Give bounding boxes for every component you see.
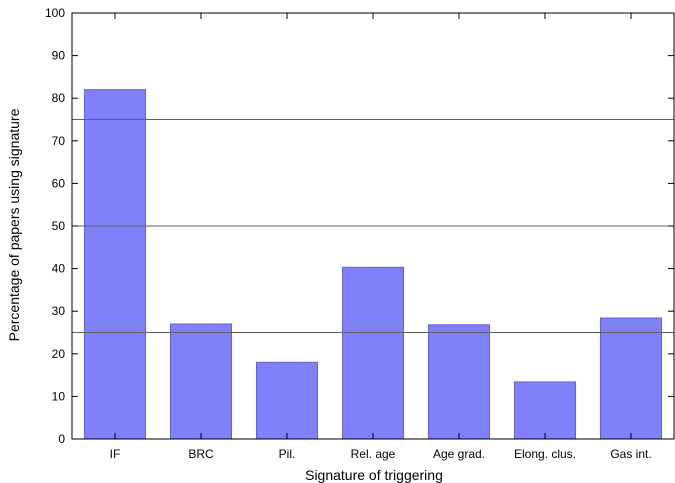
y-tick-label-4: 40 (52, 262, 66, 276)
y-tick-label-2: 20 (52, 347, 66, 361)
bar-4 (427, 324, 491, 440)
y-tick-label-9: 90 (52, 49, 66, 63)
x-tick-label-5: Elong. clus. (514, 447, 576, 461)
x-tick-label-6: Gas int. (610, 447, 651, 461)
y-tick-label-1: 10 (52, 389, 66, 403)
x-tick-label-0: IF (110, 447, 121, 461)
y-tick-label-5: 50 (52, 219, 66, 233)
y-axis-title: Percentage of papers using signature (6, 108, 22, 341)
bars (83, 89, 663, 440)
bar-0 (83, 89, 147, 440)
y-tick-label-3: 30 (52, 304, 66, 318)
bar-6 (599, 317, 663, 440)
y-tick-label-10: 100 (45, 6, 65, 20)
y-tick-label-7: 70 (52, 134, 66, 148)
x-tick-label-2: Pil. (279, 447, 296, 461)
x-axis-ticks: IF BRC Pil. Rel. age Age grad. Elong. clus. Ga… (110, 13, 652, 461)
x-tick-label-4: Age grad. (433, 447, 485, 461)
x-axis-title: Signature of triggering (305, 467, 443, 483)
y-tick-label-6: 60 (52, 176, 66, 190)
x-tick-label-1: BRC (188, 447, 214, 461)
bar-3 (341, 266, 405, 440)
x-tick-label-3: Rel. age (351, 447, 396, 461)
bar-5 (513, 381, 577, 440)
y-axis-ticks: 0 10 20 30 40 50 60 70 80 90 100 (45, 6, 674, 446)
y-tick-label-8: 80 (52, 91, 66, 105)
bar-1 (169, 323, 233, 440)
reference-lines (72, 119, 674, 333)
bar-2 (255, 361, 319, 440)
y-tick-label-0: 0 (58, 432, 65, 446)
